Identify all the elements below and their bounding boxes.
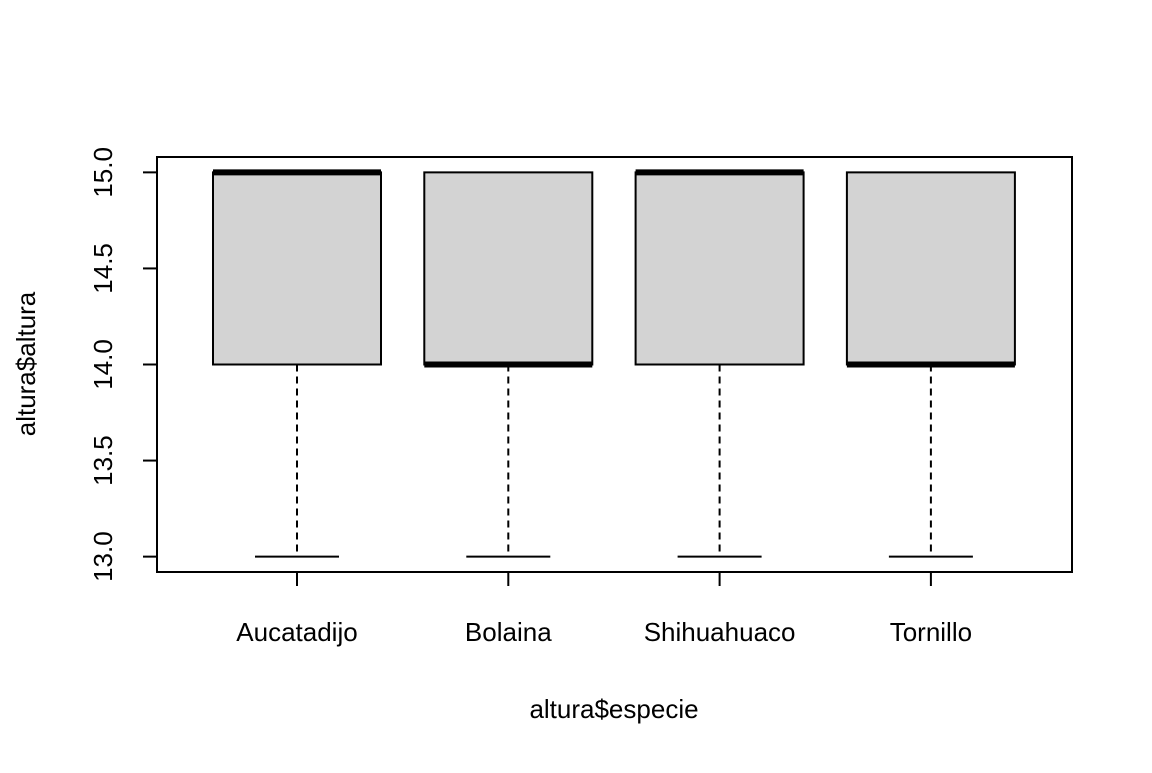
x-tick-label: Bolaina <box>465 617 552 647</box>
x-tick-label: Aucatadijo <box>236 617 357 647</box>
x-tick-label: Shihuahuaco <box>644 617 796 647</box>
y-tick-label: 14.0 <box>88 339 118 390</box>
plot-layer: 13.0 13.5 14.0 14.5 15.0 Aucatadijo Bolaina Shi… <box>88 147 1073 647</box>
x-axis-title: altura$especie <box>529 694 698 724</box>
y-tick-label: 15.0 <box>88 147 118 198</box>
y-tick-label: 14.5 <box>88 243 118 294</box>
y-tick-label: 13.5 <box>88 435 118 486</box>
y-tick-label: 13.0 <box>88 531 118 582</box>
box <box>212 171 382 366</box>
x-tick-label: Tornillo <box>890 617 972 647</box>
box <box>845 171 1016 366</box>
y-axis-title: altura$altura <box>11 291 41 436</box>
box <box>423 171 594 366</box>
box <box>634 171 805 366</box>
